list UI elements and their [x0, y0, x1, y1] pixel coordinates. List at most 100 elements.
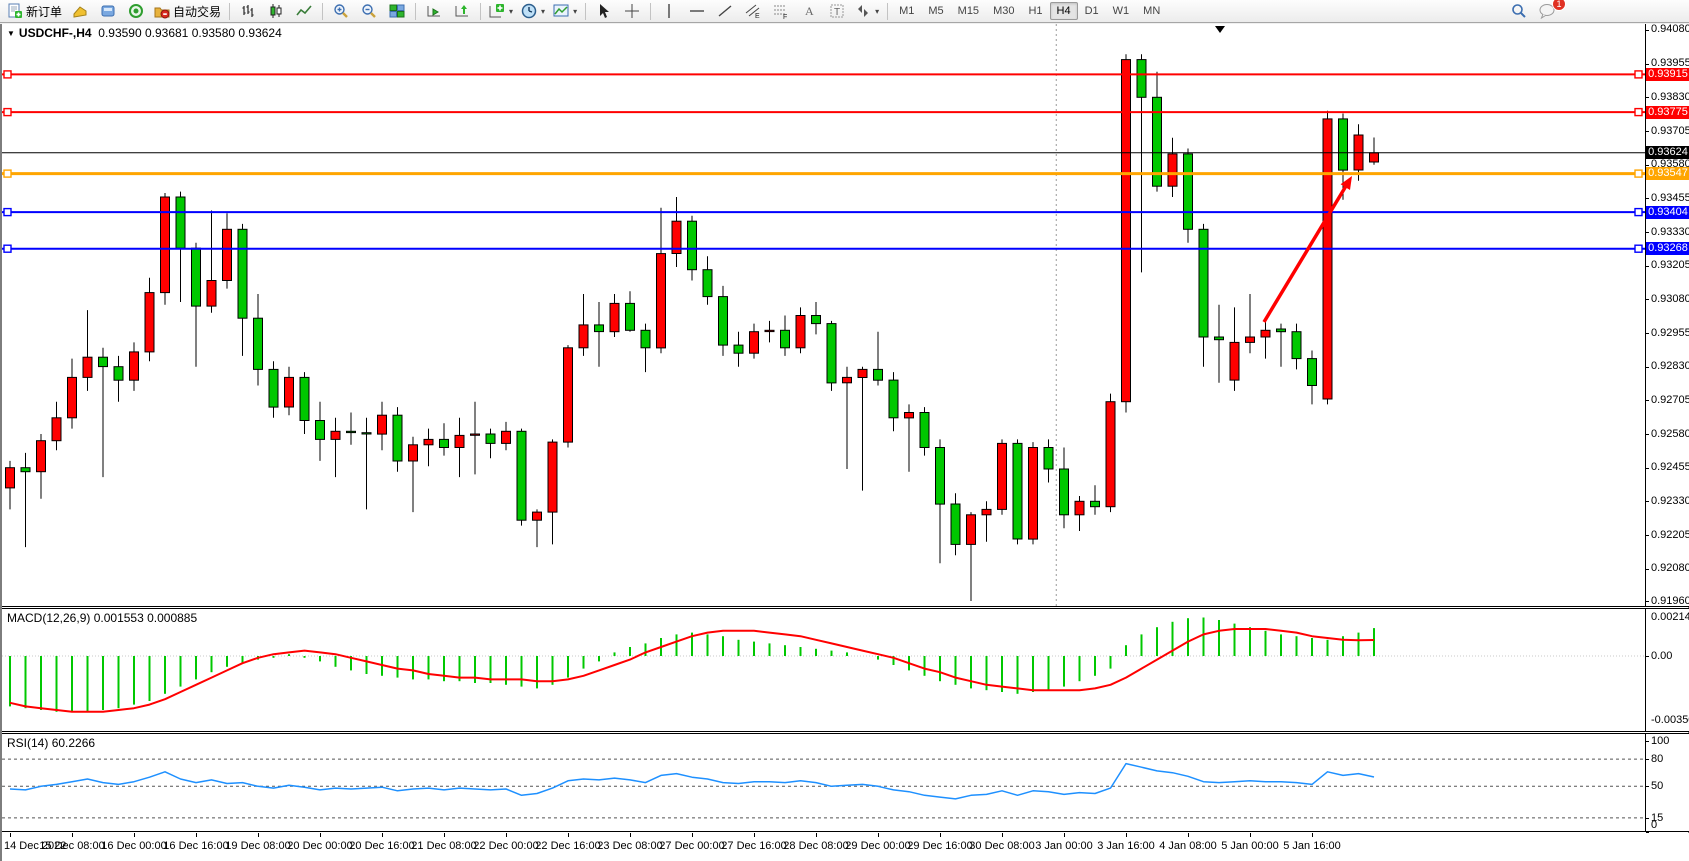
candle-body[interactable] [578, 324, 589, 349]
line-anchor-right[interactable] [1634, 70, 1643, 79]
candle-body[interactable] [1121, 59, 1131, 403]
candle-body[interactable] [501, 430, 511, 444]
candle-body[interactable] [1198, 228, 1209, 338]
candle-body[interactable] [485, 433, 496, 444]
candle-body[interactable] [1136, 59, 1147, 98]
candle-body[interactable] [392, 414, 403, 462]
line-chart-mode-button[interactable] [290, 0, 318, 22]
candle-body[interactable] [904, 412, 914, 419]
candle-body[interactable] [1291, 331, 1302, 360]
vline-tool-button[interactable] [655, 0, 683, 22]
candle-body[interactable] [113, 366, 124, 381]
candle-body[interactable] [516, 430, 527, 521]
auto-scroll-button[interactable] [420, 0, 448, 22]
candle-body[interactable] [346, 430, 356, 434]
candle-body[interactable] [966, 514, 976, 545]
text-tool-button[interactable]: A [795, 0, 823, 22]
timeframe-mn[interactable]: MN [1143, 5, 1161, 17]
navigator-button[interactable] [122, 0, 150, 22]
candle-body[interactable] [1183, 153, 1193, 230]
candle-body[interactable] [1074, 500, 1085, 516]
timeframe-h4[interactable]: H4 [1049, 2, 1078, 20]
notifications-button[interactable]: 1 [1533, 0, 1566, 22]
candle-body[interactable] [98, 356, 108, 368]
candle-body[interactable] [594, 324, 604, 333]
candle-body[interactable] [470, 433, 480, 436]
trendline-tool-button[interactable] [711, 0, 739, 22]
candle-body[interactable] [1012, 442, 1023, 540]
candle-body[interactable] [1152, 96, 1162, 187]
candle-body[interactable] [253, 317, 263, 370]
channel-tool-button[interactable]: E [739, 0, 767, 22]
timeframe-h1[interactable]: H1 [1028, 5, 1043, 17]
candle-body[interactable] [237, 228, 248, 319]
candle-body[interactable] [175, 196, 186, 249]
line-anchor-left[interactable] [3, 244, 12, 253]
candle-body[interactable] [702, 269, 713, 298]
candle-body[interactable] [330, 430, 341, 440]
candle-body[interactable] [733, 344, 744, 354]
candle-body[interactable] [82, 356, 93, 378]
candle-body[interactable] [129, 351, 139, 381]
candle-body[interactable] [1028, 447, 1038, 540]
timeframe-m30[interactable]: M30 [993, 5, 1015, 17]
candle-body[interactable] [640, 329, 651, 349]
candle-body[interactable] [625, 302, 635, 331]
chart-dropdown-icon[interactable]: ▼ [7, 29, 15, 38]
candle-body[interactable] [20, 467, 31, 473]
candle-body[interactable] [656, 253, 666, 349]
candle-body[interactable] [160, 196, 170, 294]
rsi-panel[interactable]: RSI(14) 60.2266 100 80 50 15 0 [2, 733, 1689, 833]
candle-body[interactable] [67, 376, 77, 419]
candle-body[interactable] [36, 440, 46, 473]
candle-body[interactable] [950, 503, 961, 545]
arrows-tool-button[interactable]: ▾ [851, 0, 883, 22]
line-anchor-right[interactable] [1634, 244, 1643, 253]
candle-body[interactable] [1090, 500, 1100, 508]
candle-body[interactable] [222, 228, 232, 282]
candle-body[interactable] [888, 379, 899, 419]
down-triangle-marker[interactable] [1215, 26, 1225, 33]
candle-body[interactable] [1307, 358, 1317, 387]
candle-body[interactable] [780, 329, 790, 349]
line-anchor-right[interactable] [1634, 107, 1643, 117]
candle-body[interactable] [51, 417, 62, 442]
candle-body[interactable] [1369, 152, 1379, 163]
candle-body[interactable] [377, 414, 387, 435]
candle-body[interactable] [1338, 118, 1348, 171]
candle-body[interactable] [873, 368, 883, 381]
candle-body[interactable] [826, 323, 837, 384]
candle-body[interactable] [1276, 328, 1286, 333]
market-watch-button[interactable] [66, 0, 94, 22]
candle-body[interactable] [206, 280, 217, 307]
candle-body[interactable] [671, 220, 682, 254]
candle-body[interactable] [1214, 336, 1224, 341]
candle-body[interactable] [439, 438, 449, 448]
candle-body[interactable] [5, 467, 15, 489]
hline-tool-button[interactable] [683, 0, 711, 22]
candle-body[interactable] [749, 331, 759, 354]
candle-body[interactable] [268, 368, 279, 408]
line-anchor-left[interactable] [3, 169, 12, 178]
candle-body[interactable] [563, 347, 573, 443]
search-button[interactable] [1505, 0, 1533, 22]
line-anchor-left[interactable] [3, 107, 12, 117]
price-chart-panel[interactable]: ▼ USDCHF-,H4 0.93590 0.93681 0.93580 0.93… [2, 23, 1689, 607]
candle-body[interactable] [981, 508, 992, 516]
candle-body[interactable] [423, 438, 434, 446]
line-anchor-left[interactable] [3, 70, 12, 79]
text-label-tool-button[interactable]: T [823, 0, 851, 22]
candle-body[interactable] [408, 444, 418, 462]
data-window-button[interactable] [94, 0, 122, 22]
candle-body[interactable] [361, 432, 372, 435]
candle-body[interactable] [687, 220, 697, 271]
period-button[interactable]: ▾ [517, 0, 549, 22]
add-indicator-button[interactable]: ▾ [485, 0, 517, 22]
line-anchor-left[interactable] [3, 207, 12, 217]
price-axis[interactable]: 0.94080 0.93955 0.93830 0.93705 0.93580 0.934… [1645, 23, 1689, 607]
candle-body[interactable] [144, 292, 155, 353]
candlestick-chart[interactable] [2, 24, 1645, 607]
candle-body[interactable] [532, 511, 542, 521]
bar-chart-mode-button[interactable] [234, 0, 262, 22]
candle-body[interactable] [1322, 118, 1333, 400]
